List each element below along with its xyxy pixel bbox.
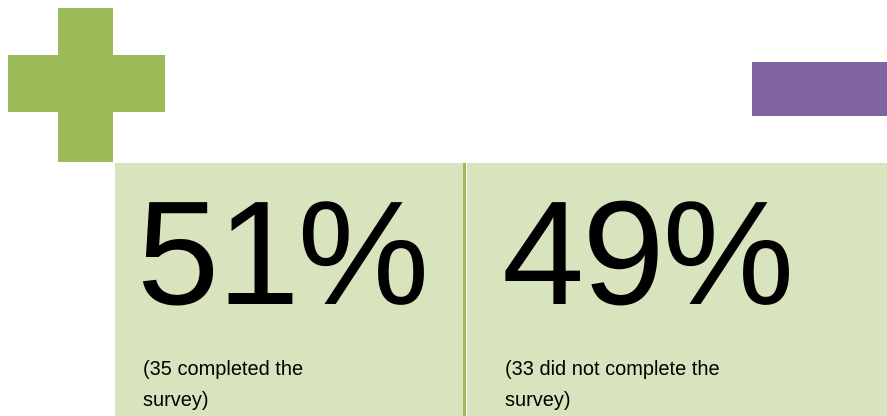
plus-icon-horizontal bbox=[8, 55, 165, 112]
caption: (35 completed the survey) bbox=[143, 358, 304, 411]
percent: 51% bbox=[137, 171, 429, 336]
panel bbox=[467, 163, 887, 416]
percent: 49% bbox=[502, 171, 794, 336]
divider bbox=[463, 163, 466, 416]
caption: (33 did not complete the survey) bbox=[505, 358, 720, 411]
panel bbox=[115, 163, 464, 416]
minus-icon bbox=[752, 62, 887, 116]
